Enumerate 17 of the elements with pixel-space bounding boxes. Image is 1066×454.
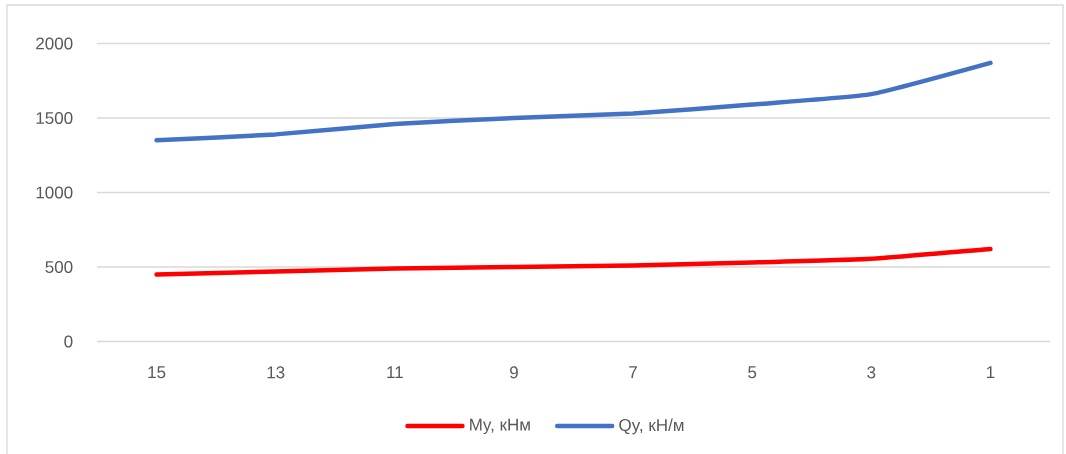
x-tick-label: 13 [267, 366, 285, 379]
x-tick-label: 1 [987, 366, 995, 379]
x-tick-label: 7 [629, 366, 637, 379]
legend-label: My, кНм [470, 418, 530, 435]
y-tick-label: 2000 [36, 37, 73, 50]
x-tick-label: 15 [148, 366, 166, 379]
y-tick-label: 1500 [36, 111, 73, 125]
line-series [154, 60, 993, 143]
x-tick-label: 5 [748, 366, 757, 379]
x-tick-label: 3 [867, 366, 876, 379]
y-tick-label: 0 [64, 335, 73, 348]
x-tick-label: 9 [510, 366, 518, 379]
legend-label: Qy, кН/м [619, 418, 684, 435]
line-series [154, 246, 993, 277]
x-tick-label: 11 [387, 366, 403, 379]
y-tick-label: 1000 [36, 186, 73, 199]
y-tick-label: 500 [45, 260, 73, 274]
